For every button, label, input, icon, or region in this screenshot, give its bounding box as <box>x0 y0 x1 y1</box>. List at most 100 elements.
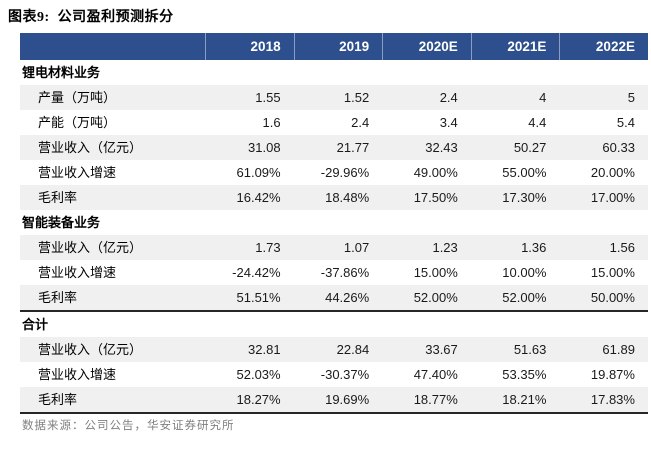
section-row: 智能装备业务 <box>20 210 648 235</box>
empty-cell <box>471 210 560 235</box>
row-label: 毛利率 <box>38 392 78 407</box>
cell-value: 50.00% <box>590 290 635 305</box>
table-row: 营业收入增速 -24.42% -37.86% 15.00% 10.00% 15.00% <box>20 260 648 285</box>
section-label: 智能装备业务 <box>22 215 101 230</box>
cell-value: 47.40% <box>413 367 458 382</box>
cell-value: 1.23 <box>432 240 458 255</box>
cell-value: 1.52 <box>343 90 370 105</box>
column-header-2022E: 2022E <box>559 33 648 60</box>
cell-value: 1.56 <box>609 240 635 255</box>
cell-value: 16.42% <box>236 190 281 205</box>
cell-value: 52.00% <box>502 290 547 305</box>
table-row: 产量（万吨） 1.55 1.52 2.4 4 5 <box>20 85 648 110</box>
cell-value: 5 <box>627 90 635 105</box>
row-label: 营业收入（亿元） <box>38 140 143 155</box>
cell-value: 2.4 <box>351 115 370 130</box>
table-header-row: 2018 2019 2020E 2021E 2022E <box>20 33 648 60</box>
row-label: 营业收入（亿元） <box>38 342 143 357</box>
empty-cell <box>559 60 648 85</box>
section-row: 合计 <box>20 310 648 337</box>
table-row: 产能（万吨） 1.6 2.4 3.4 4.4 5.4 <box>20 110 648 135</box>
cell-value: -30.37% <box>320 367 370 382</box>
cell-value: 55.00% <box>502 165 547 180</box>
cell-value: 22.84 <box>336 342 370 357</box>
table-row: 营业收入增速 61.09% -29.96% 49.00% 55.00% 20.00% <box>20 160 648 185</box>
empty-cell <box>294 60 383 85</box>
cell-value: 1.55 <box>255 90 281 105</box>
table-row: 毛利率 51.51% 44.26% 52.00% 52.00% 50.00% <box>20 285 648 310</box>
header-label-cell <box>20 33 205 60</box>
cell-value: 10.00% <box>502 265 547 280</box>
empty-cell <box>205 60 294 85</box>
cell-value: 1.36 <box>521 240 547 255</box>
table-body: 锂电材料业务产量（万吨） 1.55 1.52 2.4 4 5 产能（万吨） 1.6 2.4 3.4… <box>20 60 648 412</box>
table-row: 毛利率 18.27% 19.69% 18.77% 18.21% 17.83% <box>20 387 648 412</box>
section-label: 锂电材料业务 <box>22 65 101 80</box>
empty-cell <box>294 210 383 235</box>
cell-value: 32.43 <box>425 140 458 155</box>
empty-cell <box>382 210 471 235</box>
cell-value: 17.50% <box>413 190 458 205</box>
cell-value: -29.96% <box>320 165 370 180</box>
cell-value: 18.27% <box>236 392 281 407</box>
column-header-2019: 2019 <box>293 33 383 60</box>
cell-value: 18.48% <box>325 190 370 205</box>
cell-value: 18.21% <box>502 392 547 407</box>
cell-value: 50.27 <box>513 140 547 155</box>
empty-cell <box>382 60 471 85</box>
cell-value: 1.73 <box>255 240 281 255</box>
cell-value: 31.08 <box>248 140 281 155</box>
cell-value: 17.30% <box>502 190 547 205</box>
cell-value: 20.00% <box>590 165 635 180</box>
empty-cell <box>294 312 383 337</box>
cell-value: 49.00% <box>413 165 458 180</box>
cell-value: 51.63 <box>513 342 547 357</box>
row-label: 营业收入增速 <box>38 265 117 280</box>
row-label: 毛利率 <box>38 190 78 205</box>
table-row: 营业收入（亿元） 32.81 22.84 33.67 51.63 61.89 <box>20 337 648 362</box>
empty-cell <box>559 210 648 235</box>
section-row: 锂电材料业务 <box>20 60 648 85</box>
cell-value: 33.67 <box>425 342 458 357</box>
table-row: 营业收入（亿元） 31.08 21.77 32.43 50.27 60.33 <box>20 135 648 160</box>
row-label: 产能（万吨） <box>38 115 117 130</box>
cell-value: 52.03% <box>236 367 281 382</box>
cell-value: 17.83% <box>590 392 635 407</box>
empty-cell <box>471 60 560 85</box>
column-header-2020E: 2020E <box>382 33 471 60</box>
cell-value: 1.6 <box>262 115 281 130</box>
table-row: 营业收入（亿元） 1.73 1.07 1.23 1.36 1.56 <box>20 235 648 260</box>
row-label: 产量（万吨） <box>38 90 117 105</box>
cell-value: 3.4 <box>439 115 458 130</box>
cell-value: 21.77 <box>336 140 370 155</box>
cell-value: 53.35% <box>502 367 547 382</box>
cell-value: -24.42% <box>232 265 281 280</box>
empty-cell <box>559 312 648 337</box>
row-label: 营业收入增速 <box>38 367 117 382</box>
cell-value: 60.33 <box>602 140 635 155</box>
column-header-2021E: 2021E <box>470 33 560 60</box>
cell-value: 4 <box>539 90 547 105</box>
cell-value: 44.26% <box>325 290 370 305</box>
cell-value: 17.00% <box>590 190 635 205</box>
cell-value: 1.07 <box>343 240 370 255</box>
cell-value: 32.81 <box>248 342 281 357</box>
cell-value: 18.77% <box>413 392 458 407</box>
section-label: 合计 <box>22 317 49 332</box>
row-label: 毛利率 <box>38 290 78 305</box>
cell-value: 61.89 <box>602 342 635 357</box>
cell-value: 61.09% <box>236 165 281 180</box>
forecast-table: 2018 2019 2020E 2021E 2022E 锂电材料业务产量（万吨） 1.55… <box>20 33 648 414</box>
empty-cell <box>205 312 294 337</box>
row-label: 营业收入增速 <box>38 165 117 180</box>
cell-value: 15.00% <box>413 265 458 280</box>
column-header-2018: 2018 <box>205 33 294 60</box>
table-row: 营业收入增速 52.03% -30.37% 47.40% 53.35% 19.87% <box>20 362 648 387</box>
row-label: 营业收入（亿元） <box>38 240 143 255</box>
cell-value: 19.69% <box>325 392 370 407</box>
cell-value: 52.00% <box>413 290 458 305</box>
data-source-note: 数据来源：公司公告，华安证券研究所 <box>22 420 235 432</box>
cell-value: 2.4 <box>439 90 458 105</box>
empty-cell <box>382 312 471 337</box>
table-row: 毛利率 16.42% 18.48% 17.50% 17.30% 17.00% <box>20 185 648 210</box>
